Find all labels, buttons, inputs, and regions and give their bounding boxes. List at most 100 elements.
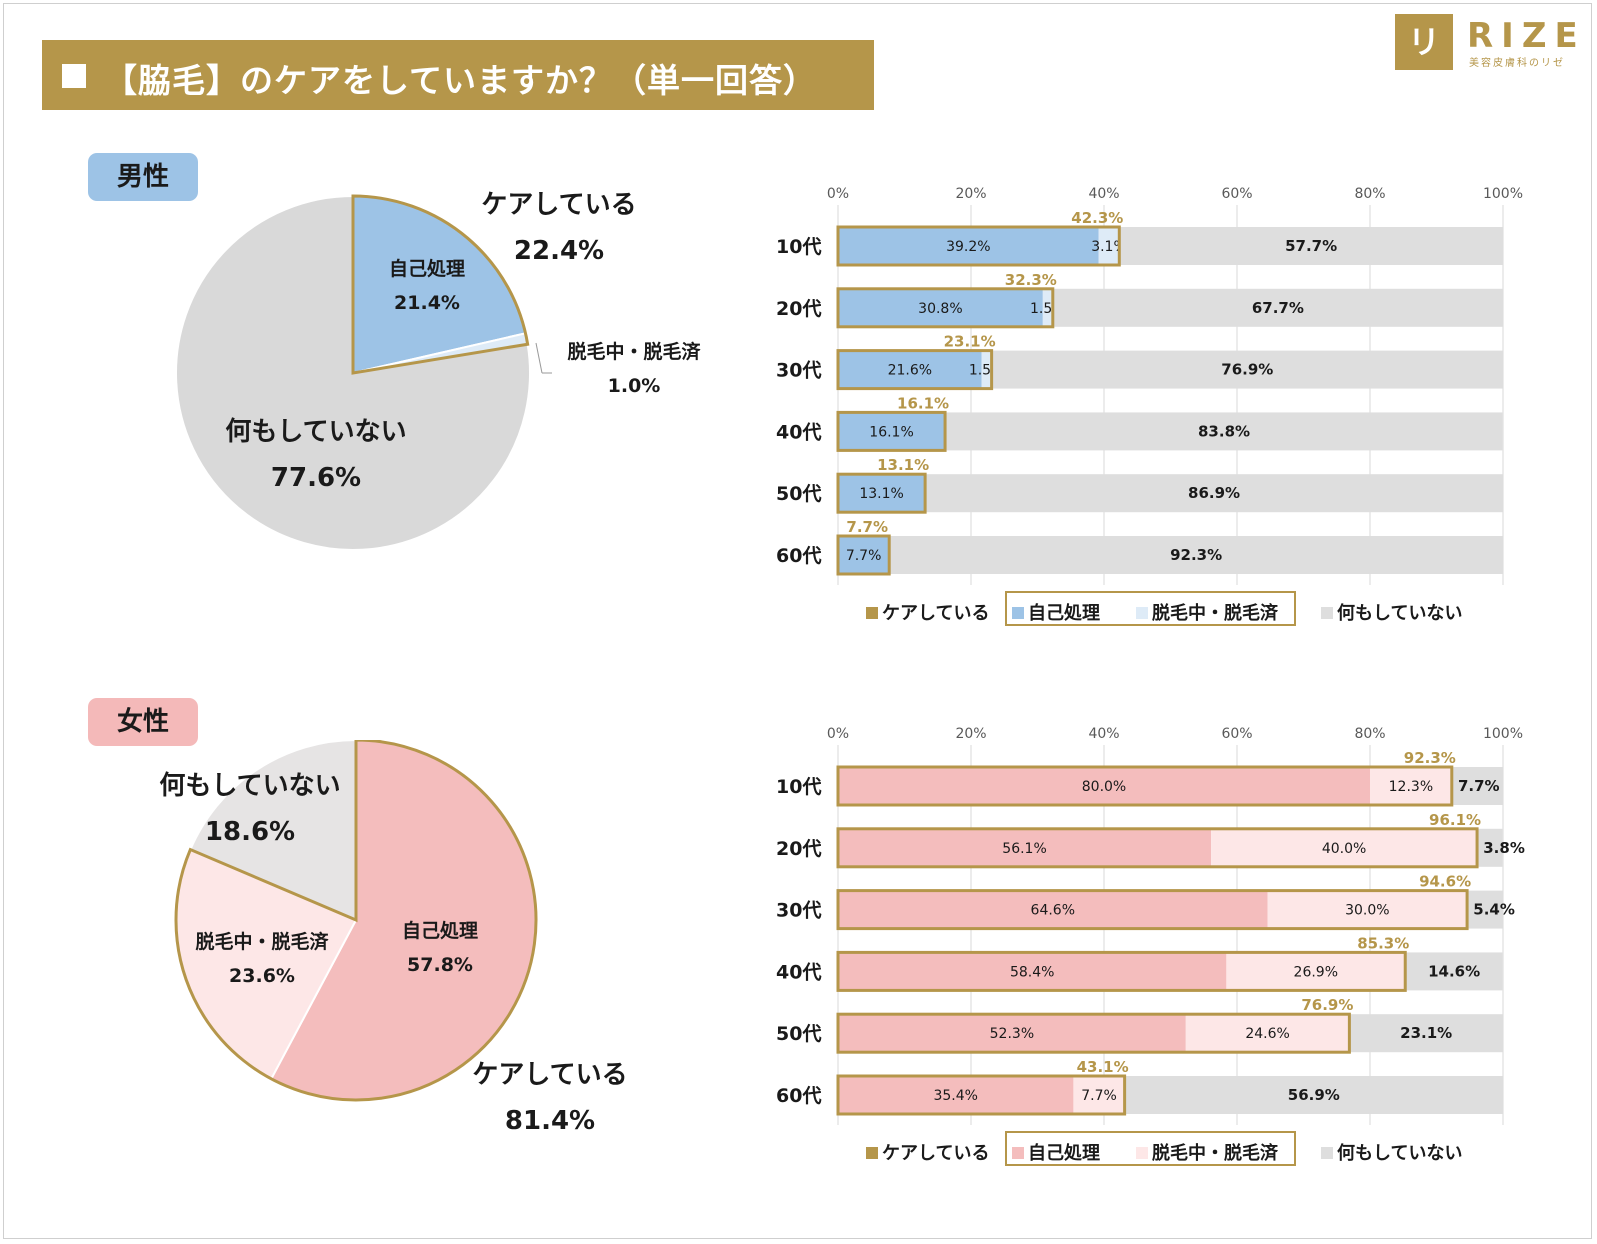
- male-bar-removal: [1098, 227, 1120, 265]
- male-bar-care-outline: [836, 534, 891, 576]
- care-group-outline: [351, 194, 530, 375]
- female-bar-care-outline: [836, 765, 1454, 807]
- male-label-self: 21.6%: [888, 363, 932, 379]
- female-label-care-total: 96.1%: [1429, 811, 1481, 829]
- male-bar-nothing: [945, 412, 1503, 451]
- female-bar-self: [838, 1076, 1074, 1114]
- logo-subtitle: 美容皮膚科のリゼ: [1469, 58, 1565, 69]
- female-bar-nothing: [1467, 890, 1503, 929]
- female-label-self: 80.0%: [1082, 779, 1126, 795]
- male-bar-care-outline: [836, 225, 1121, 267]
- female-x-tick: 100%: [1483, 726, 1523, 742]
- male-x-tick: 60%: [1221, 186, 1252, 202]
- female-label-nothing: 14.6%: [1428, 962, 1480, 980]
- female-x-tick: 80%: [1354, 726, 1385, 742]
- male-legend-nothing-label: 何もしていない: [1337, 602, 1462, 624]
- male-bar-nothing: [889, 536, 1503, 574]
- female-label-care-total: 85.3%: [1357, 934, 1409, 952]
- male-category-label: 30代: [776, 360, 821, 382]
- female-legend-care-bracket: [1005, 1131, 1296, 1166]
- male-label-nothing: 67.7%: [1252, 299, 1304, 317]
- male-removal-value: 1.0%: [608, 375, 661, 397]
- female-badge: 女性: [88, 698, 198, 746]
- female-label-removal: 30.0%: [1345, 903, 1389, 919]
- male-label-self: 30.8%: [918, 301, 962, 317]
- male-bar-removal: [981, 350, 992, 389]
- male-bar-nothing: [1052, 288, 1503, 327]
- male-bar-self: [838, 474, 926, 513]
- male-label-self: 39.2%: [946, 239, 990, 255]
- female-bar-self: [838, 828, 1212, 867]
- male-label-nothing: 57.7%: [1285, 237, 1337, 255]
- female-label-removal: 40.0%: [1322, 841, 1366, 857]
- logo-mark: リゼ: [1395, 14, 1453, 117]
- female-bar-self: [838, 767, 1370, 805]
- female-label-self: 56.1%: [1002, 841, 1046, 857]
- male-bar-care-outline: [836, 410, 947, 452]
- female-bar-nothing: [1451, 767, 1503, 805]
- male-label-care-total: 32.3%: [1005, 271, 1057, 289]
- female-legend-nothing-swatch: [1321, 1147, 1333, 1159]
- female-legend-care-label: ケアしている: [882, 1143, 989, 1164]
- male-bar-self: [838, 350, 982, 389]
- female-self-value: 57.8%: [407, 954, 473, 976]
- male-bar-self: [838, 536, 890, 574]
- male-legend-self-swatch: [1012, 607, 1024, 619]
- female-legend-self-label: 自己処理: [1028, 1142, 1100, 1164]
- female-care-label: ケアしている: [472, 1060, 627, 1090]
- female-label-care-total: 94.6%: [1419, 873, 1471, 891]
- male-x-tick: 0%: [827, 186, 849, 202]
- male-category-label: 40代: [776, 421, 821, 443]
- male-legend-care-label: ケアしている: [882, 603, 989, 624]
- female-x-tick: 60%: [1221, 726, 1252, 742]
- male-removal-label: 脱毛中・脱毛済: [567, 340, 701, 363]
- female-label-nothing: 5.4%: [1473, 901, 1515, 919]
- female-bar-chart: 0% 20% 40% 60% 80% 100%10代 80.0% 12.3% 7.7%92.3%…: [776, 726, 1525, 1166]
- page-frame: [3, 3, 1592, 1239]
- female-removal-label: 脱毛中・脱毛済: [195, 930, 329, 953]
- female-legend-removal-label: 脱毛中・脱毛済: [1152, 1142, 1279, 1164]
- female-category-label: 40代: [776, 961, 821, 983]
- female-bar-removal: [1226, 952, 1406, 991]
- male-label-self: 13.1%: [859, 486, 903, 502]
- female-label-nothing: 3.8%: [1483, 839, 1525, 857]
- male-legend-nothing-swatch: [1321, 607, 1333, 619]
- male-label-nothing: 76.9%: [1221, 361, 1273, 379]
- female-bar-nothing: [1349, 1014, 1503, 1053]
- male-bar-care-outline: [836, 349, 994, 391]
- female-label-self: 64.6%: [1031, 903, 1075, 919]
- male-x-tick: 80%: [1354, 186, 1385, 202]
- female-label-care-total: 92.3%: [1404, 749, 1456, 767]
- female-pie-chart: 何もしていない 18.6% 脱毛中・脱毛済 23.6% 自己処理 57.8% ケ…: [159, 740, 628, 1136]
- female-legend-nothing-label: 何もしていない: [1337, 1142, 1462, 1164]
- male-self-value: 21.4%: [394, 292, 460, 314]
- female-self-label: 自己処理: [402, 919, 478, 942]
- female-legend-self-swatch: [1012, 1147, 1024, 1159]
- male-bar-care-outline: [836, 472, 927, 514]
- female-label-removal: 24.6%: [1245, 1026, 1289, 1042]
- female-label-self: 58.4%: [1010, 964, 1054, 980]
- title-banner: 【脇毛】のケアをしていますか？（単一回答）: [42, 40, 874, 110]
- male-bar-care-outline: [836, 287, 1055, 329]
- male-label-care-total: 7.7%: [846, 518, 888, 536]
- male-bar-removal: [1042, 288, 1053, 327]
- logo-wordmark: RIZE: [1467, 16, 1586, 56]
- female-x-tick: 20%: [955, 726, 986, 742]
- female-bar-self: [838, 1014, 1186, 1053]
- male-category-label: 50代: [776, 483, 821, 505]
- female-bar-nothing: [1124, 1076, 1503, 1114]
- female-legend-removal-swatch: [1136, 1147, 1148, 1159]
- female-x-tick: 0%: [827, 726, 849, 742]
- female-bar-removal: [1211, 828, 1478, 867]
- female-bar-care-outline: [836, 1012, 1351, 1054]
- female-category-label: 10代: [776, 776, 821, 798]
- female-bar-self: [838, 952, 1227, 991]
- male-self-label: 自己処理: [389, 257, 465, 280]
- female-bar-removal: [1073, 1076, 1125, 1114]
- male-bar-nothing: [925, 474, 1503, 513]
- male-legend-removal-swatch: [1136, 607, 1148, 619]
- male-bar-self: [838, 288, 1043, 327]
- male-x-tick: 100%: [1483, 186, 1523, 202]
- female-pie-nothing-slice: [189, 740, 357, 922]
- male-bar-nothing: [1119, 227, 1503, 265]
